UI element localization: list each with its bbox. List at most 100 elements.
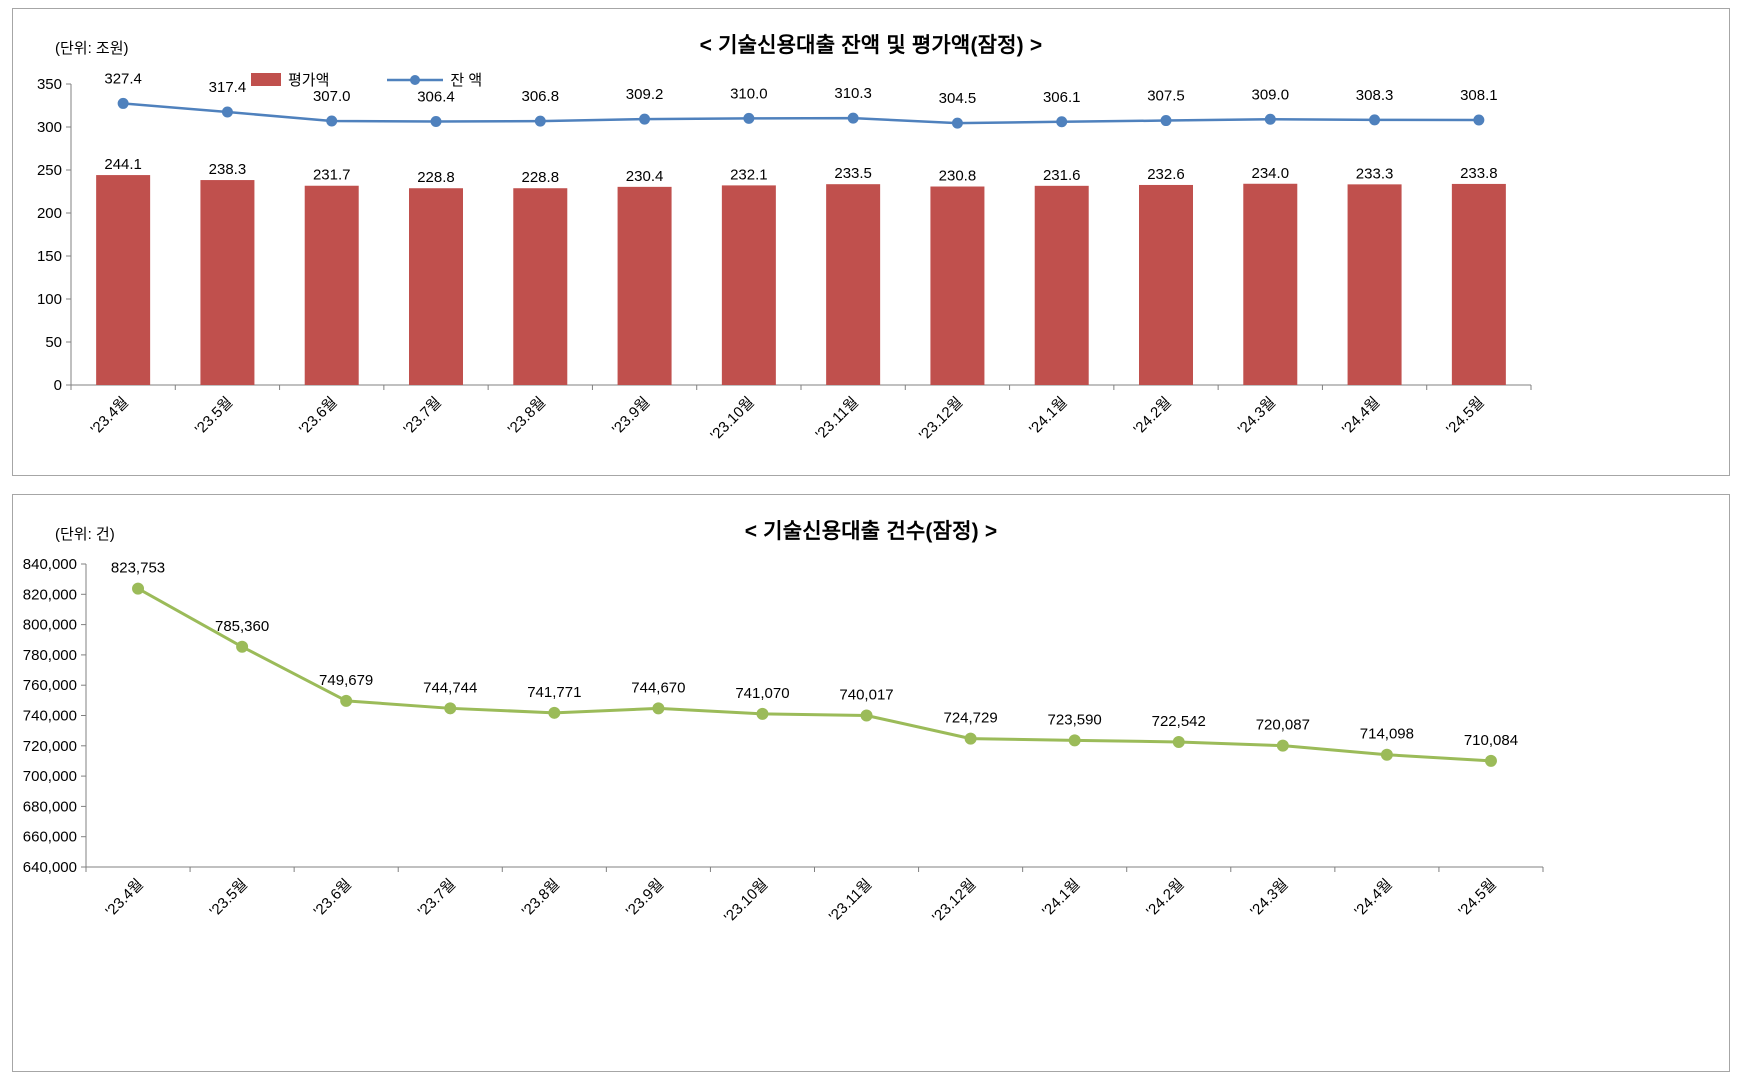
line-labels: 327.4 317.4 307.0 306.4 306.8 309.2 310.0 310.3… xyxy=(104,70,1497,107)
svg-text:230.4: 230.4 xyxy=(626,168,664,185)
svg-text:823,753: 823,753 xyxy=(111,560,165,577)
svg-text:'23.7월: '23.7월 xyxy=(400,394,444,438)
svg-text:150: 150 xyxy=(37,248,62,265)
svg-text:720,000: 720,000 xyxy=(23,738,77,755)
svg-text:'23.10월: '23.10월 xyxy=(721,876,771,926)
svg-text:'23.9월: '23.9월 xyxy=(623,876,667,920)
line-series xyxy=(136,587,1493,763)
svg-text:723,590: 723,590 xyxy=(1048,711,1102,728)
svg-text:'23.8월: '23.8월 xyxy=(519,876,563,920)
svg-text:714,098: 714,098 xyxy=(1360,726,1414,743)
svg-text:232.6: 232.6 xyxy=(1147,166,1185,183)
legend-label-balance: 잔 액 xyxy=(450,72,483,89)
svg-text:760,000: 760,000 xyxy=(23,677,77,694)
legend-item-balance: 잔 액 xyxy=(387,69,482,90)
svg-text:700,000: 700,000 xyxy=(23,768,77,785)
svg-text:231.7: 231.7 xyxy=(313,167,351,184)
svg-text:640,000: 640,000 xyxy=(23,859,77,876)
svg-text:310.0: 310.0 xyxy=(730,85,768,102)
bar-swatch-icon xyxy=(251,73,281,86)
svg-text:'23.4월: '23.4월 xyxy=(88,394,132,438)
loan-count-chart-panel: (단위: 건) < 기술신용대출 건수(잠정) > 640,000 660,000… xyxy=(12,494,1730,1072)
svg-text:327.4: 327.4 xyxy=(104,70,142,87)
svg-text:307.5: 307.5 xyxy=(1147,88,1185,105)
svg-text:'23.12월: '23.12월 xyxy=(929,876,979,926)
svg-text:660,000: 660,000 xyxy=(23,829,77,846)
svg-text:350: 350 xyxy=(37,76,62,93)
svg-text:'24.1월: '24.1월 xyxy=(1039,876,1083,920)
svg-text:230.8: 230.8 xyxy=(939,168,977,185)
svg-text:233.3: 233.3 xyxy=(1356,165,1394,182)
line-series xyxy=(121,102,1481,125)
svg-text:785,360: 785,360 xyxy=(215,618,269,635)
svg-text:749,679: 749,679 xyxy=(319,672,373,689)
line-points xyxy=(117,97,1485,129)
svg-text:234.0: 234.0 xyxy=(1252,165,1290,182)
svg-text:'23.5월: '23.5월 xyxy=(192,394,236,438)
axes: 640,000 660,000 680,000 700,000 720,000 740,0… xyxy=(23,556,1544,876)
svg-text:724,729: 724,729 xyxy=(943,710,997,727)
count-chart-title: < 기술신용대출 건수(잠정) > xyxy=(744,520,998,543)
svg-text:'23.9월: '23.9월 xyxy=(609,394,653,438)
svg-text:'23.7월: '23.7월 xyxy=(415,876,459,920)
svg-text:744,670: 744,670 xyxy=(631,679,685,696)
legend: 평가액 잔 액 xyxy=(251,69,482,90)
svg-text:'24.5월: '24.5월 xyxy=(1455,876,1499,920)
svg-text:720,087: 720,087 xyxy=(1256,717,1310,734)
svg-text:'23.12월: '23.12월 xyxy=(916,394,966,444)
svg-text:741,070: 741,070 xyxy=(735,685,789,702)
line-swatch-icon xyxy=(387,74,444,85)
svg-text:228.8: 228.8 xyxy=(417,169,455,186)
svg-text:309.2: 309.2 xyxy=(626,86,664,103)
svg-text:'23.6월: '23.6월 xyxy=(296,394,340,438)
svg-text:680,000: 680,000 xyxy=(23,798,77,815)
svg-text:744,744: 744,744 xyxy=(423,679,477,696)
svg-text:0: 0 xyxy=(54,377,62,394)
svg-text:'23.5월: '23.5월 xyxy=(206,876,250,920)
svg-text:710,084: 710,084 xyxy=(1464,732,1518,749)
unit-label-balance: (단위: 조원) xyxy=(55,40,129,57)
svg-text:238.3: 238.3 xyxy=(209,161,247,178)
svg-text:'24.4월: '24.4월 xyxy=(1339,394,1383,438)
unit-label-count: (단위: 건) xyxy=(55,526,115,543)
svg-text:'23.4월: '23.4월 xyxy=(102,876,146,920)
bar-labels: 244.1 238.3 231.7 228.8 228.8 230.4 232.1 233.5… xyxy=(104,156,1497,186)
svg-text:306.4: 306.4 xyxy=(417,88,455,105)
loan-count-chart: 640,000 660,000 680,000 700,000 720,000 740,0… xyxy=(23,556,1544,926)
svg-text:'24.2월: '24.2월 xyxy=(1143,876,1187,920)
svg-text:722,542: 722,542 xyxy=(1152,713,1206,730)
balance-chart-title: < 기술신용대출 잔액 및 평가액(잠정) > xyxy=(699,34,1043,57)
svg-text:'24.2월: '24.2월 xyxy=(1130,394,1174,438)
svg-text:'23.11월: '23.11월 xyxy=(812,394,862,444)
svg-text:'24.1월: '24.1월 xyxy=(1026,394,1070,438)
svg-text:317.4: 317.4 xyxy=(209,79,247,96)
svg-text:'23.11월: '23.11월 xyxy=(826,876,876,926)
svg-text:300: 300 xyxy=(37,119,62,136)
svg-text:232.1: 232.1 xyxy=(730,166,768,183)
legend-item-evaluation: 평가액 xyxy=(251,69,329,90)
svg-text:741,771: 741,771 xyxy=(527,684,581,701)
bar-series xyxy=(96,175,1506,385)
balance-evaluation-chart-panel: (단위: 조원) < 기술신용대출 잔액 및 평가액(잠정) > 평가액 잔 액… xyxy=(12,8,1730,476)
line-labels: 823,753 785,360 749,679 744,744 741,771 744,6… xyxy=(111,560,1518,749)
svg-text:308.3: 308.3 xyxy=(1356,87,1394,104)
svg-text:310.3: 310.3 xyxy=(834,85,872,102)
svg-text:200: 200 xyxy=(37,205,62,222)
svg-text:308.1: 308.1 xyxy=(1460,87,1498,104)
svg-text:'23.8월: '23.8월 xyxy=(505,394,549,438)
svg-text:840,000: 840,000 xyxy=(23,556,77,573)
legend-label-evaluation: 평가액 xyxy=(288,72,330,89)
svg-text:233.8: 233.8 xyxy=(1460,165,1498,182)
svg-text:820,000: 820,000 xyxy=(23,586,77,603)
svg-text:800,000: 800,000 xyxy=(23,617,77,634)
svg-text:244.1: 244.1 xyxy=(104,156,142,173)
svg-text:233.5: 233.5 xyxy=(834,165,872,182)
svg-text:'23.10월: '23.10월 xyxy=(707,394,757,444)
svg-text:309.0: 309.0 xyxy=(1252,86,1290,103)
svg-text:306.8: 306.8 xyxy=(522,88,560,105)
svg-text:'24.3월: '24.3월 xyxy=(1235,394,1279,438)
svg-text:306.1: 306.1 xyxy=(1043,89,1081,106)
svg-text:'24.5월: '24.5월 xyxy=(1443,394,1487,438)
svg-text:780,000: 780,000 xyxy=(23,647,77,664)
